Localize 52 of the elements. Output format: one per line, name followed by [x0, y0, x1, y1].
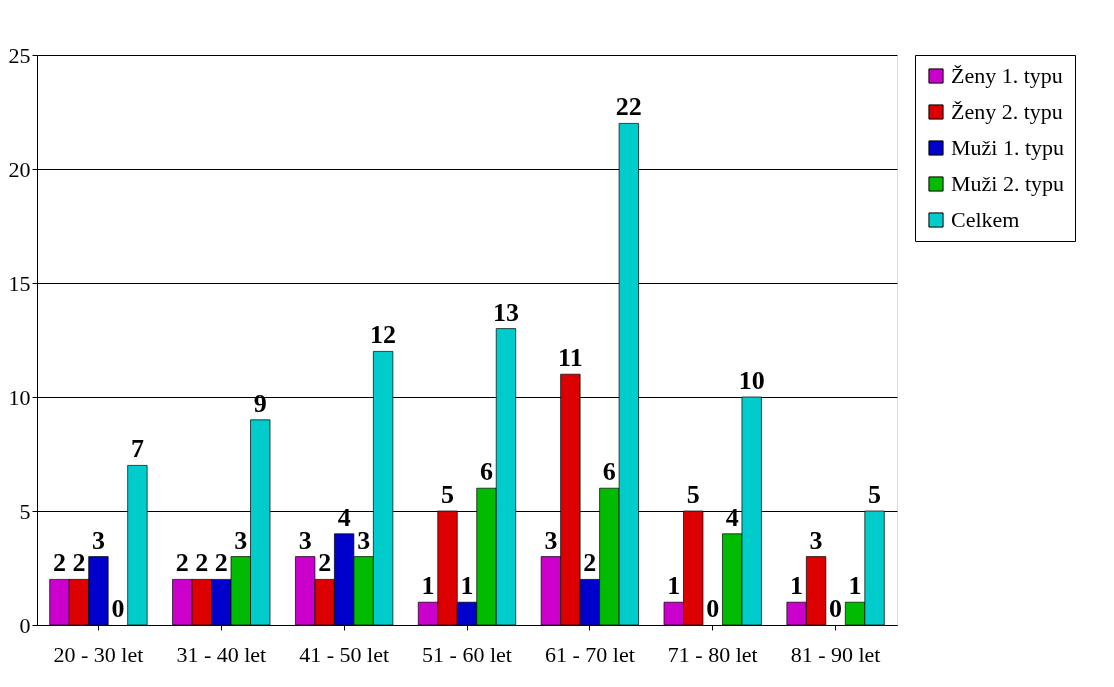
data-label: 1 [848, 571, 862, 601]
y-tick-label: 15 [8, 270, 31, 296]
y-tick-label: 25 [8, 42, 31, 68]
x-tick-label: 41 - 50 let [299, 641, 390, 667]
data-label: 6 [602, 457, 616, 487]
data-label: 3 [298, 525, 312, 555]
data-label: 11 [558, 343, 583, 373]
data-label: 1 [460, 571, 474, 601]
x-tick-label: 71 - 80 let [667, 641, 758, 667]
data-label: 4 [725, 502, 739, 532]
legend-label: Muži 2. typu [951, 171, 1065, 196]
data-label: 1 [667, 571, 681, 601]
data-label: 5 [441, 480, 455, 509]
data-label: 4 [337, 502, 351, 532]
data-label: 3 [809, 525, 823, 555]
data-label: 2 [175, 548, 189, 578]
data-label: 22 [615, 92, 642, 122]
y-tick-label: 5 [19, 498, 31, 524]
data-label: 3 [234, 525, 248, 555]
legend-label: Muži 1. typu [951, 135, 1065, 160]
data-label: 12 [370, 320, 397, 350]
data-label: 3 [544, 525, 558, 555]
data-label: 5 [868, 480, 882, 509]
data-label: 6 [479, 457, 493, 487]
x-tick-label: 51 - 60 let [422, 641, 512, 667]
legend-label: Celkem [951, 207, 1020, 232]
data-label: 0 [706, 594, 720, 623]
data-label: 7 [130, 434, 144, 464]
data-label: 1 [790, 571, 804, 601]
data-label: 0 [829, 594, 843, 623]
data-label: 2 [318, 548, 332, 578]
x-tick-label: 81 - 90 let [790, 641, 881, 667]
data-label: 10 [738, 366, 765, 395]
data-label: 5 [686, 480, 700, 509]
data-label: 0 [111, 594, 125, 623]
data-label: 2 [195, 548, 209, 578]
data-label: 2 [583, 548, 597, 578]
data-label: 13 [492, 297, 519, 327]
y-tick-label: 20 [8, 156, 31, 182]
x-tick-label: 31 - 40 let [176, 641, 267, 667]
data-label: 1 [421, 571, 435, 601]
y-tick-label: 10 [8, 384, 31, 410]
legend-label: Ženy 2. typu [951, 99, 1063, 124]
data-label: 2 [214, 548, 228, 578]
data-label: 2 [72, 548, 86, 578]
data-label: 3 [357, 525, 371, 555]
data-label: 2 [52, 548, 66, 578]
x-tick-label: 61 - 70 let [544, 641, 635, 667]
y-tick-label: 0 [19, 612, 31, 638]
x-tick-label: 20 - 30 let [53, 641, 144, 667]
data-label: 3 [91, 525, 105, 555]
legend-label: Ženy 1. typu [951, 63, 1063, 88]
